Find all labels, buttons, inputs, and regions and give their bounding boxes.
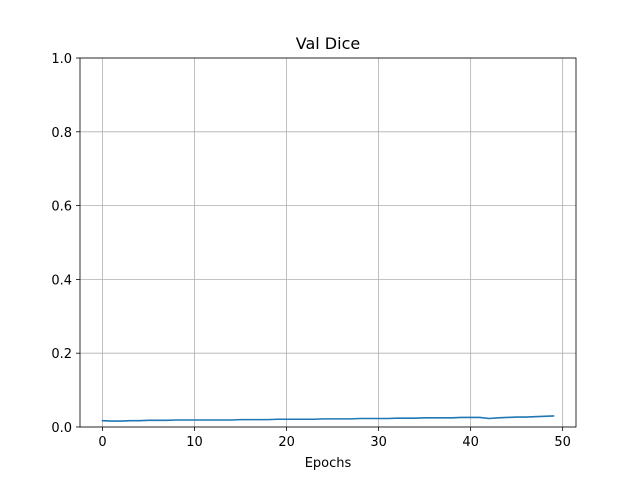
- x-tick-label: 50: [554, 435, 571, 450]
- x-tick-label: 0: [98, 435, 106, 450]
- series-layer: [101, 415, 555, 422]
- y-tick-label: 0.2: [51, 347, 72, 362]
- x-tick-label: 20: [278, 435, 295, 450]
- y-tick-label: 0.8: [51, 126, 72, 141]
- x-axis-label: Epochs: [305, 456, 352, 471]
- y-axis: 0.0 0.2 0.4 0.6 0.8 1.0: [51, 52, 80, 436]
- grid: [80, 57, 576, 428]
- x-tick-label: 40: [462, 435, 479, 450]
- x-tick-label: 10: [186, 435, 203, 450]
- y-tick-label: 0.6: [51, 200, 72, 215]
- x-axis: 0 10 20 30 40 50: [98, 427, 571, 450]
- plot-frame: [79, 57, 577, 428]
- y-tick-label: 0.4: [51, 273, 72, 288]
- y-tick-label: 1.0: [51, 52, 72, 67]
- chart-title: Val Dice: [296, 34, 360, 53]
- x-tick-label: 30: [370, 435, 387, 450]
- y-tick-label: 0.0: [51, 421, 72, 436]
- series-line-0: [101, 415, 555, 422]
